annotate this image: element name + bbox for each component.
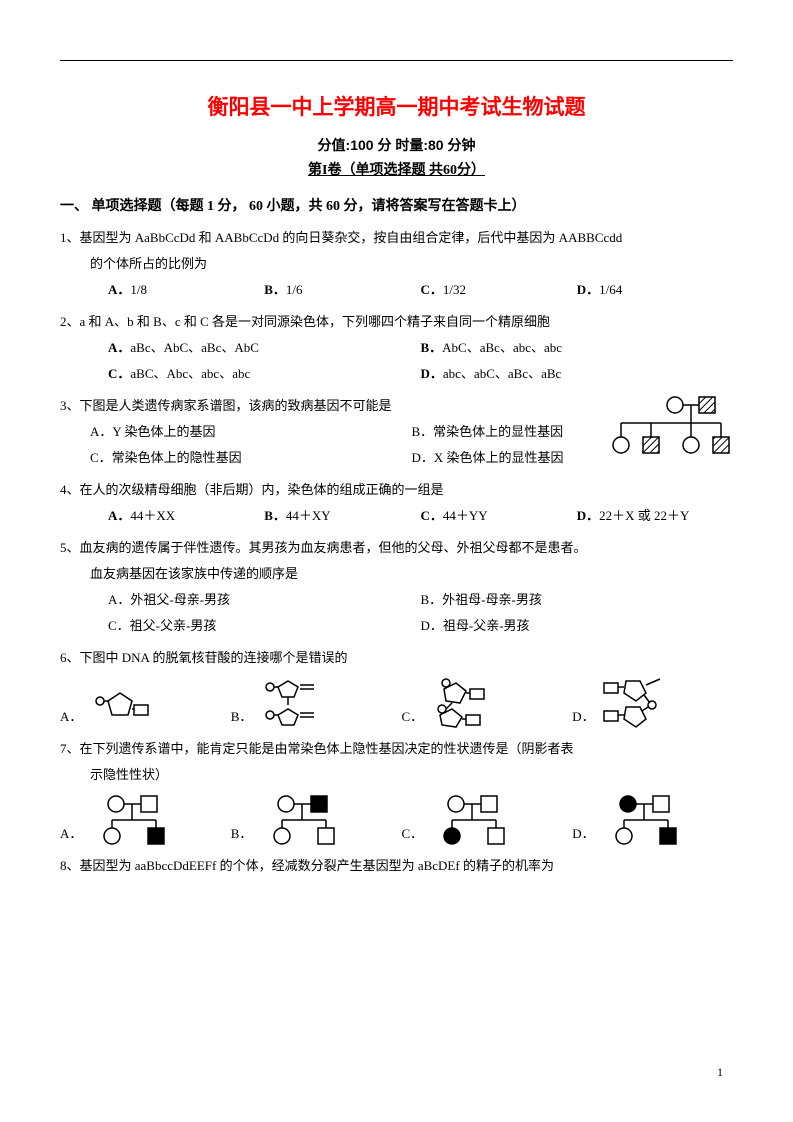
question-6: 6、下图中 DNA 的脱氧核苷酸的连接哪个是错误的 A． B． — [60, 645, 733, 730]
q4-option-d: D．22＋X 或 22＋Y — [577, 503, 733, 529]
q4-b-text: 44＋XY — [286, 508, 331, 523]
exam-subtitle: 分值:100 分 时量:80 分钟 — [60, 135, 733, 155]
q7-option-b: B． — [231, 792, 392, 847]
q2-option-d: D．abc、abC、aBc、aBc — [421, 361, 734, 387]
q7-stem-line1: 7、在下列遗传系谱中，能肯定只能是由常染色体上隐性基因决定的性状遗传是（阴影者表 — [60, 736, 733, 762]
opt-label-d: D． — [572, 826, 594, 841]
opt-label-c: C． — [402, 826, 424, 841]
opt-label-c: C． — [421, 508, 443, 523]
q8-stem: 8、基因型为 aaBbccDdEEFf 的个体，经减数分裂产生基因型为 aBcD… — [60, 853, 733, 879]
opt-label-a: A． — [108, 282, 130, 297]
q5-option-d: D．祖母-父亲-男孩 — [421, 613, 734, 639]
question-5: 5、血友病的遗传属于伴性遗传。其男孩为血友病患者，但他的父母、外祖父母都不是患者… — [60, 535, 733, 639]
q4-option-b: B．44＋XY — [264, 503, 420, 529]
q1-d-text: 1/64 — [599, 282, 622, 297]
opt-label-a: A． — [108, 340, 130, 355]
q2-a-text: aBc、AbC、aBc、AbC — [130, 340, 259, 355]
q3-option-c: C．常染色体上的隐性基因 — [90, 445, 412, 471]
q2-option-a: A．aBc、AbC、aBc、AbC — [108, 335, 421, 361]
opt-label-c: C． — [108, 366, 130, 381]
q7-stem-line2: 示隐性性状） — [60, 762, 733, 788]
q4-stem: 4、在人的次级精母细胞（非后期）内，染色体的组成正确的一组是 — [60, 477, 733, 503]
q2-option-b: B．AbC、aBc、abc、abc — [421, 335, 734, 361]
opt-label-c: C． — [421, 282, 443, 297]
exam-title: 衡阳县一中上学期高一期中考试生物试题 — [60, 91, 733, 121]
q7-option-d: D． — [572, 792, 733, 847]
question-4: 4、在人的次级精母细胞（非后期）内，染色体的组成正确的一组是 A．44＋XX B… — [60, 477, 733, 529]
opt-label-d: D． — [421, 366, 443, 381]
opt-label-d: D． — [577, 508, 599, 523]
q4-option-c: C．44＋YY — [421, 503, 577, 529]
q6-option-c: C． — [402, 675, 563, 730]
opt-label-b: B． — [231, 709, 253, 724]
q4-option-a: A．44＋XX — [108, 503, 264, 529]
q1-a-text: 1/8 — [130, 282, 147, 297]
opt-label-d: D． — [577, 282, 599, 297]
q5-option-b: B．外祖母-母亲-男孩 — [421, 587, 734, 613]
q2-b-text: AbC、aBc、abc、abc — [442, 340, 562, 355]
part-heading: 一、 单项选择题（每题 1 分， 60 小题，共 60 分，请将答案写在答题卡上… — [60, 195, 733, 215]
q5-stem-line2: 血友病基因在该家族中传递的顺序是 — [60, 561, 733, 587]
q7-option-a: A． — [60, 792, 221, 847]
q2-stem: 2、a 和 A、b 和 B、c 和 C 各是一对同源染色体，下列哪四个精子来自同… — [60, 309, 733, 335]
question-8: 8、基因型为 aaBbccDdEEFf 的个体，经减数分裂产生基因型为 aBcD… — [60, 853, 733, 879]
question-3: 3、下图是人类遗传病家系谱图，该病的致病基因不可能是 A．Y 染色体上的基因 B… — [60, 393, 733, 471]
question-1: 1、基因型为 AaBbCcDd 和 AABbCcDd 的向日葵杂交，按自由组合定… — [60, 225, 733, 303]
opt-label-c: C． — [402, 709, 424, 724]
q1-stem-line1: 1、基因型为 AaBbCcDd 和 AABbCcDd 的向日葵杂交，按自由组合定… — [60, 225, 733, 251]
q1-option-d: D．1/64 — [577, 277, 733, 303]
question-2: 2、a 和 A、b 和 B、c 和 C 各是一对同源染色体，下列哪四个精子来自同… — [60, 309, 733, 387]
q4-a-text: 44＋XX — [130, 508, 175, 523]
q5-option-c: C．祖父-父亲-男孩 — [108, 613, 421, 639]
opt-label-d: D． — [572, 709, 594, 724]
q6-option-b: B． — [231, 675, 392, 730]
q5-option-a: A．外祖父-母亲-男孩 — [108, 587, 421, 613]
question-7: 7、在下列遗传系谱中，能肯定只能是由常染色体上隐性基因决定的性状遗传是（阴影者表… — [60, 736, 733, 847]
opt-label-b: B． — [421, 340, 443, 355]
opt-label-b: B． — [264, 282, 286, 297]
q3-option-a: A．Y 染色体上的基因 — [90, 419, 412, 445]
q1-stem-line2: 的个体所占的比例为 — [60, 251, 733, 277]
q1-c-text: 1/32 — [443, 282, 466, 297]
q3-pedigree-diagram — [603, 393, 733, 474]
q6-option-d: D． — [572, 675, 733, 730]
q6-option-a: A． — [60, 675, 221, 730]
opt-label-a: A． — [108, 508, 130, 523]
section-header: 第I卷（单项选择题 共60分） — [60, 159, 733, 179]
opt-label-b: B． — [231, 826, 253, 841]
q2-c-text: aBC、Abc、abc、abc — [130, 366, 250, 381]
q2-option-c: C．aBC、Abc、abc、abc — [108, 361, 421, 387]
q6-stem: 6、下图中 DNA 的脱氧核苷酸的连接哪个是错误的 — [60, 645, 733, 671]
q1-option-a: A．1/8 — [108, 277, 264, 303]
q2-d-text: abc、abC、aBc、aBc — [443, 366, 561, 381]
q1-option-b: B．1/6 — [264, 277, 420, 303]
opt-label-a: A． — [60, 826, 82, 841]
top-rule — [60, 60, 733, 61]
q1-b-text: 1/6 — [286, 282, 303, 297]
q5-stem-line1: 5、血友病的遗传属于伴性遗传。其男孩为血友病患者，但他的父母、外祖父母都不是患者… — [60, 535, 733, 561]
opt-label-a: A． — [60, 709, 82, 724]
q4-d-text: 22＋X 或 22＋Y — [599, 508, 689, 523]
q1-option-c: C．1/32 — [421, 277, 577, 303]
opt-label-b: B． — [264, 508, 286, 523]
q7-option-c: C． — [402, 792, 563, 847]
page-number: 1 — [717, 1065, 723, 1080]
q4-c-text: 44＋YY — [443, 508, 488, 523]
